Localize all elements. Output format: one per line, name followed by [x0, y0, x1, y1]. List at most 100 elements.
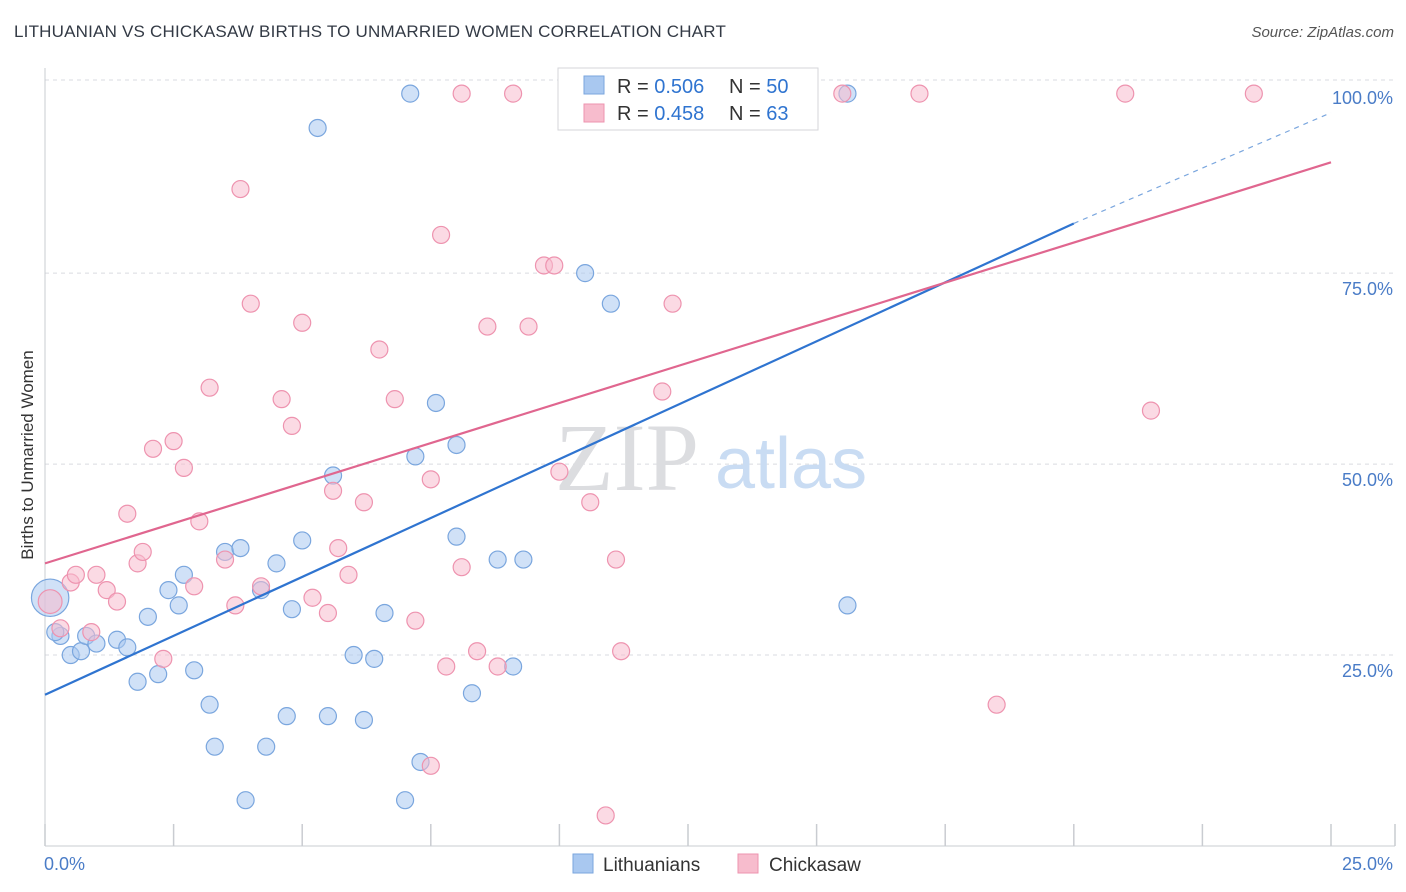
x-tick-label-0: 0.0% [44, 854, 85, 874]
point-chickasaw-31 [354, 493, 374, 512]
point-lithuanians-22 [267, 554, 286, 573]
bottom-legend-swatch-chickasaw [737, 853, 759, 874]
point-chickasaw-35 [421, 756, 440, 775]
legend-swatch-lithuanians [583, 75, 605, 95]
point-chickasaw-50 [612, 642, 631, 661]
y-axis-label: Births to Unmarried Women [18, 350, 37, 559]
point-chickasaw-1 [51, 619, 70, 638]
point-lithuanians-14 [185, 661, 204, 680]
point-lithuanians-27 [318, 707, 338, 726]
x-tick-label-1: 25.0% [1342, 854, 1393, 874]
trend-line-lithuanians [44, 222, 1075, 696]
point-chickasaw-58 [1141, 401, 1161, 420]
point-chickasaw-11 [143, 439, 163, 458]
point-lithuanians-8 [128, 672, 147, 691]
bottom-legend-label-lithuanians: Lithuanians [603, 855, 700, 876]
legend-r-value-2: 0.458 [654, 103, 704, 125]
point-lithuanians-40 [401, 84, 420, 103]
point-chickasaw-60 [1244, 84, 1263, 103]
point-lithuanians-21 [257, 737, 276, 756]
point-lithuanians-29 [344, 645, 363, 665]
point-lithuanians-16 [205, 737, 224, 756]
bottom-legend-label-chickasaw: Chickasaw [769, 855, 861, 876]
point-lithuanians-3 [71, 642, 91, 661]
point-lithuanians-13 [174, 565, 193, 584]
point-lithuanians-9 [138, 607, 157, 626]
point-chickasaw-39 [452, 558, 471, 577]
point-chickasaw-52 [663, 294, 682, 313]
trend-layer [44, 112, 1332, 696]
point-chickasaw-18 [215, 550, 235, 569]
point-chickasaw-37 [437, 657, 456, 676]
axis-layer: 0.0% 25.0% 25.0% 50.0% 75.0% 100.0% [44, 68, 1396, 874]
point-chickasaw-49 [606, 550, 626, 569]
point-lithuanians-45 [601, 294, 620, 313]
point-chickasaw-55 [833, 84, 852, 103]
point-chickasaw-43 [519, 317, 538, 336]
point-chickasaw-38 [421, 470, 440, 489]
legend-swatch-chickasaw [583, 103, 605, 123]
point-lithuanians-25 [293, 531, 312, 550]
point-lithuanians-38 [447, 527, 466, 546]
y-tick-label-50: 50.0% [1342, 470, 1393, 490]
legend-n-value-2: 63 [766, 103, 788, 125]
point-chickasaw-3 [66, 565, 85, 584]
point-chickasaw-30 [339, 565, 358, 584]
point-chickasaw-21 [241, 294, 260, 313]
top-legend: R = 0.506 N = 50 R = 0.458 N = 63 [557, 67, 819, 131]
legend-r-value-1: 0.506 [654, 76, 704, 98]
svg-text:N = 50: N = 50 [729, 76, 789, 98]
point-lithuanians-47 [838, 596, 857, 615]
point-chickasaw-7 [107, 592, 127, 611]
point-lithuanians-23 [277, 707, 296, 726]
trend-line-chickasaw [44, 161, 1332, 565]
point-chickasaw-46 [550, 462, 569, 481]
legend-r-label-1: R = [617, 76, 654, 98]
point-chickasaw-56 [910, 84, 929, 103]
source-credit: Source: ZipAtlas.com [1251, 24, 1394, 41]
point-chickasaw-51 [653, 382, 672, 401]
point-chickasaw-10 [133, 542, 152, 562]
y-tick-label-25: 25.0% [1342, 661, 1393, 681]
point-chickasaw-34 [406, 611, 425, 630]
svg-text:R = 0.458: R = 0.458 [617, 103, 704, 125]
bottom-legend-swatch-lithuanians [572, 853, 594, 874]
point-chickasaw-57 [987, 695, 1006, 714]
point-lithuanians-41 [504, 657, 523, 676]
point-lithuanians-26 [308, 118, 327, 138]
point-chickasaw-26 [303, 588, 322, 607]
point-lithuanians-31 [365, 649, 384, 668]
point-lithuanians-44 [576, 264, 595, 283]
point-lithuanians-10 [149, 665, 168, 684]
point-chickasaw-23 [272, 390, 291, 409]
point-lithuanians-43 [488, 550, 507, 569]
point-chickasaw-15 [185, 577, 204, 596]
point-chickasaw-8 [118, 504, 137, 523]
y-tick-label-100: 100.0% [1332, 88, 1393, 108]
point-chickasaw-12 [154, 649, 173, 668]
point-chickasaw-61 [452, 84, 471, 103]
point-chickasaw-27 [318, 603, 338, 623]
point-chickasaw-41 [478, 317, 497, 336]
point-lithuanians-39 [462, 684, 482, 703]
point-chickasaw-4 [82, 623, 101, 642]
point-lithuanians-24 [282, 600, 302, 619]
watermark-atlas: atlas [715, 424, 867, 504]
point-lithuanians-42 [514, 550, 533, 569]
point-chickasaw-13 [164, 432, 183, 451]
point-chickasaw-36 [431, 225, 451, 245]
point-lithuanians-15 [200, 695, 219, 714]
point-lithuanians-32 [375, 603, 394, 623]
legend-r-label-2: R = [617, 103, 654, 125]
point-lithuanians-12 [169, 596, 188, 615]
point-chickasaw-42 [488, 657, 507, 676]
y-tick-label-75: 75.0% [1342, 279, 1393, 299]
point-chickasaw-6 [97, 581, 116, 600]
grid-layer [45, 79, 1395, 656]
point-chickasaw-29 [329, 538, 348, 558]
trend-line-lithuanians-extension [1073, 112, 1332, 225]
point-chickasaw-28 [323, 481, 343, 500]
point-chickasaw-33 [385, 390, 404, 409]
legend-n-label-1: N = [729, 76, 766, 98]
point-lithuanians-33 [395, 791, 415, 810]
